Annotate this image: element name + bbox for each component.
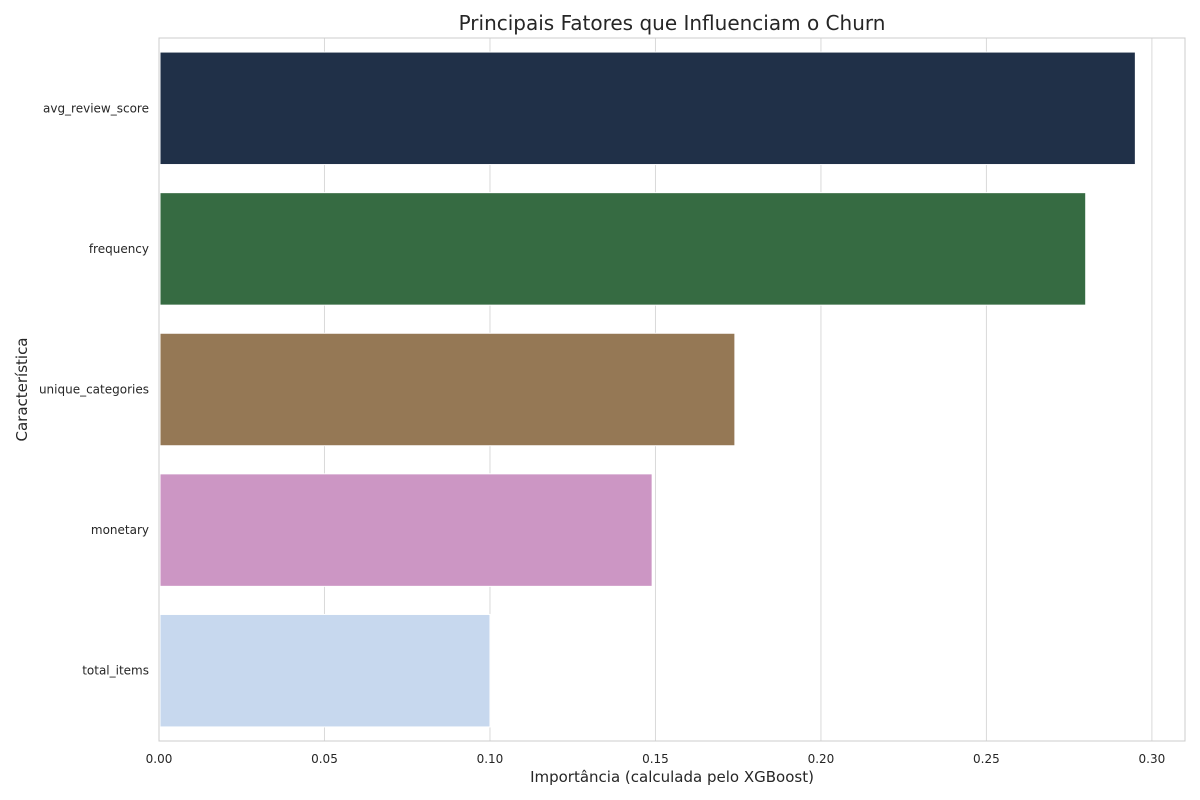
bar-frequency xyxy=(159,192,1087,306)
bars xyxy=(159,51,1136,728)
y-tick-label: total_items xyxy=(82,664,149,678)
y-axis-title: Característica xyxy=(13,337,31,441)
x-tick-label: 0.25 xyxy=(973,752,1000,766)
y-tick-labels: avg_review_score frequency unique_categori… xyxy=(39,101,149,677)
x-tick-label: 0.05 xyxy=(311,752,338,766)
x-tick-label: 0.00 xyxy=(146,752,173,766)
x-tick-label: 0.30 xyxy=(1139,752,1166,766)
y-tick-label: avg_review_score xyxy=(43,101,149,115)
x-tick-label: 0.20 xyxy=(808,752,835,766)
y-tick-label: unique_categories xyxy=(39,383,149,397)
x-tick-label: 0.10 xyxy=(477,752,504,766)
x-axis-title: Importância (calculada pelo XGBoost) xyxy=(530,768,814,786)
y-tick-label: monetary xyxy=(91,523,149,537)
bar-total-items xyxy=(159,613,491,728)
y-tick-label: frequency xyxy=(89,242,149,256)
x-tick-label: 0.15 xyxy=(642,752,669,766)
bar-monetary xyxy=(159,473,653,587)
bar-unique-categories xyxy=(159,332,736,447)
x-tick-labels: 0.00 0.05 0.10 0.15 0.20 0.25 0.30 xyxy=(146,752,1166,766)
bar-avg-review-score xyxy=(159,51,1136,166)
plot-frame xyxy=(158,37,1186,742)
chart-title: Principais Fatores que Influenciam o Chu… xyxy=(459,11,886,35)
